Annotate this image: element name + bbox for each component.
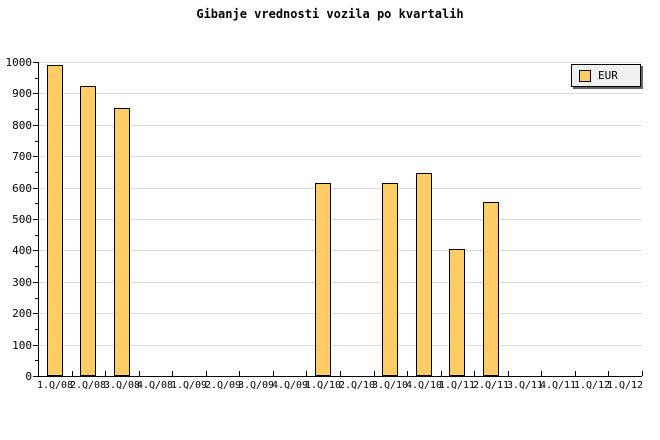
y-axis-minor-tick [35,266,38,267]
x-category-label: 4.Q/10 [405,380,443,391]
x-axis-tick [306,371,307,376]
x-category-label: 1.Q/11 [438,380,476,391]
x-axis-tick [508,371,509,376]
bar [483,202,499,376]
x-axis-tick [105,371,106,376]
y-axis-minor-tick [35,109,38,110]
y-tick-label: 800 [12,119,32,132]
y-axis-tick [33,62,38,63]
y-tick-label: 1000 [5,56,33,69]
gridline [38,62,642,63]
gridline [38,125,642,126]
y-axis-minor-tick [35,329,38,330]
bar [47,65,63,376]
y-axis-minor-tick [35,78,38,79]
x-category-label: 2.Q/08 [69,380,107,391]
y-axis-tick [33,125,38,126]
gridline [38,345,642,346]
legend-label: EUR [598,69,618,82]
gridline [38,250,642,251]
x-category-label: 3.Q/09 [237,380,275,391]
x-category-label: 1.Q/12 [606,380,644,391]
x-category-label: 4.Q/09 [271,380,309,391]
x-axis-tick [608,371,609,376]
bar [315,183,331,376]
legend-swatch-icon [579,69,591,82]
legend: EUR [571,64,641,87]
y-axis-minor-tick [35,141,38,142]
y-axis-tick [33,250,38,251]
bar [114,108,130,376]
x-axis-tick [340,371,341,376]
x-category-label: 3.Q/08 [103,380,141,391]
x-axis-tick [541,371,542,376]
y-tick-label: 700 [12,150,32,163]
x-axis-tick [172,371,173,376]
y-tick-label: 100 [12,339,32,352]
gridline [38,156,642,157]
y-tick-label: 500 [12,213,32,226]
y-tick-label: 400 [12,244,32,257]
y-axis-minor-tick [35,298,38,299]
x-axis-tick [441,371,442,376]
y-axis-tick [33,219,38,220]
gridline [38,282,642,283]
x-axis-tick [239,371,240,376]
y-axis-tick [33,188,38,189]
x-axis-tick [273,371,274,376]
y-axis-minor-tick [35,360,38,361]
x-axis-tick [575,371,576,376]
y-axis-tick [33,345,38,346]
y-axis-tick [33,93,38,94]
x-category-label: 3.Q/11 [506,380,544,391]
x-category-label: 1.Q/08 [36,380,74,391]
y-axis-tick [33,313,38,314]
x-category-label: 2.Q/10 [338,380,376,391]
x-axis-tick [474,371,475,376]
x-category-label: 1.Q/10 [304,380,342,391]
gridline [38,313,642,314]
gridline [38,219,642,220]
x-category-label: 3.Q/10 [371,380,409,391]
x-category-label: 1.Q/09 [170,380,208,391]
y-axis-tick [33,376,38,377]
x-category-label: 2.Q/11 [472,380,510,391]
x-category-label: 1.Q/12 [573,380,611,391]
y-tick-label: 300 [12,276,32,289]
x-axis-tick [407,371,408,376]
x-category-label: 2.Q/09 [204,380,242,391]
bar [382,183,398,376]
bar [80,86,96,376]
y-axis-tick [33,156,38,157]
y-tick-label: 200 [12,307,32,320]
x-axis-tick [38,371,39,376]
x-axis-tick [206,371,207,376]
y-axis-line [38,62,39,377]
x-axis-line [38,376,642,377]
x-category-label: 4.Q/08 [136,380,174,391]
gridline [38,93,642,94]
x-category-label: 4.Q/11 [539,380,577,391]
y-axis-minor-tick [35,172,38,173]
y-axis-minor-tick [35,203,38,204]
x-axis-tick [642,371,643,376]
x-axis-tick [72,371,73,376]
bar [449,249,465,376]
bar [416,173,432,376]
y-tick-label: 600 [12,182,32,195]
y-axis-minor-tick [35,235,38,236]
chart-title: Gibanje vrednosti vozila po kvartalih [196,7,464,21]
y-tick-label: 0 [25,370,32,383]
y-axis-tick [33,282,38,283]
x-axis-tick [374,371,375,376]
x-axis-tick [139,371,140,376]
gridline [38,188,642,189]
y-tick-label: 900 [12,87,32,100]
